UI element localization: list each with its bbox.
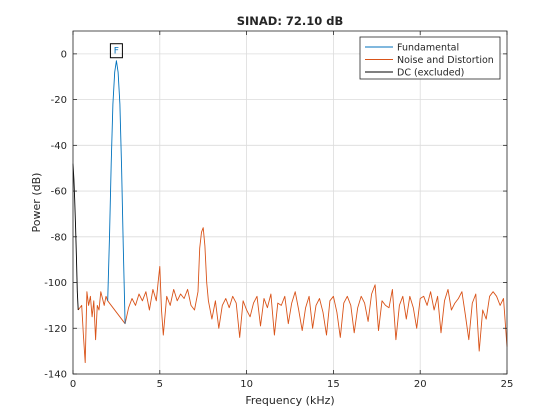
y-tick-label: 0 [61, 49, 67, 60]
fundamental-marker-label: F [114, 47, 119, 57]
y-tick-label: -120 [44, 324, 67, 335]
x-tick-label: 10 [240, 379, 253, 390]
series-line-dc-excluded [72, 163, 79, 311]
legend-label: Noise and Distortion [397, 55, 494, 66]
x-tick-label: 15 [327, 379, 340, 390]
x-tick-label: 20 [414, 379, 427, 390]
chart-title: SINAD: 72.10 dB [237, 14, 344, 28]
x-tick-label: 5 [157, 379, 163, 390]
y-tick-label: -60 [51, 187, 67, 198]
fundamental-marker: F [109, 43, 123, 59]
plot-area [73, 31, 507, 374]
y-tick-label: -140 [44, 370, 67, 381]
series-line-fundamental [107, 60, 126, 324]
y-tick-label: -40 [51, 141, 67, 152]
x-axis-ticks: 0 5 10 15 20 25 [70, 31, 514, 390]
x-axis-label: Frequency (kHz) [245, 394, 334, 407]
fundamental-marker-box [109, 43, 123, 59]
series-group [72, 60, 508, 364]
series-line-noise-and-distortion [77, 227, 508, 364]
y-tick-label: -80 [51, 232, 67, 243]
x-tick-label: 25 [501, 379, 514, 390]
y-tick-label: -100 [44, 278, 67, 289]
y-tick-label: -20 [51, 95, 67, 106]
y-axis-label: Power (dB) [30, 173, 43, 233]
x-tick-label: 0 [70, 379, 76, 390]
legend-label: DC (excluded) [397, 67, 464, 78]
legend-label: Fundamental [397, 42, 459, 53]
plot-frame [72, 30, 508, 375]
y-axis-ticks: 0 -20 -40 -60 -80 -100 -120 -140 [44, 49, 507, 381]
